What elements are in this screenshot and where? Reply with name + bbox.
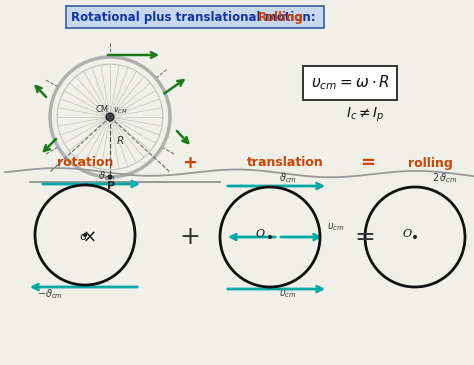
Text: =: = [361,154,375,172]
Text: $I_c \neq I_p$: $I_c \neq I_p$ [346,106,384,124]
Circle shape [108,174,112,180]
Text: $\times$: $\times$ [82,228,96,246]
Text: $\upsilon_{cm} = \omega \cdot R$: $\upsilon_{cm} = \omega \cdot R$ [310,74,390,92]
Text: $2\,\vartheta_{cm}$: $2\,\vartheta_{cm}$ [432,171,458,185]
Text: +: + [180,225,201,249]
Text: R: R [117,136,124,146]
Text: =: = [355,225,375,249]
Text: O: O [255,229,264,239]
Text: Rotational plus translational motion:: Rotational plus translational motion: [71,11,319,23]
Text: Rolling: Rolling [258,11,304,23]
Text: $\upsilon_{cm}$: $\upsilon_{cm}$ [327,221,345,233]
Text: translation: translation [246,157,323,169]
Text: o: o [80,232,86,242]
Text: rolling: rolling [408,157,452,169]
Text: $\vartheta_{cm}$: $\vartheta_{cm}$ [279,171,297,185]
Text: +: + [182,154,198,172]
Text: $-\vartheta_{cm}$: $-\vartheta_{cm}$ [37,287,63,301]
Text: rotation: rotation [57,157,113,169]
Text: P: P [107,181,115,191]
Text: $v_{CM}$: $v_{CM}$ [113,105,128,115]
Circle shape [268,235,272,239]
Text: CM: CM [96,105,109,114]
Text: $\upsilon_{cm}$: $\upsilon_{cm}$ [279,288,297,300]
Circle shape [413,235,417,239]
Text: $\vartheta_{cm}$: $\vartheta_{cm}$ [98,169,116,183]
Text: O: O [402,229,411,239]
Circle shape [106,113,114,121]
Circle shape [83,233,87,237]
